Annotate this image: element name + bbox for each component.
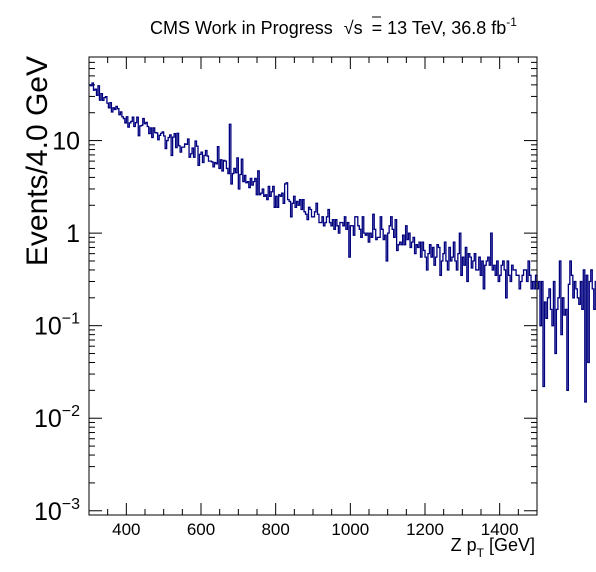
chart-title: CMS Work in Progress √s = 13 TeV, 36.8 f… xyxy=(150,15,517,38)
title-prefix: CMS Work in Progress xyxy=(150,18,333,38)
x-axis-label-unit: [GeV] xyxy=(484,535,535,555)
plot-frame xyxy=(88,56,538,516)
x-tick-label: 400 xyxy=(112,520,140,539)
x-axis-label: Z pT [GeV] xyxy=(451,535,535,560)
y-axis-label: Events/4.0 GeV xyxy=(21,56,54,266)
y-tick-label: 10−1 xyxy=(34,311,80,341)
x-tick-label: 600 xyxy=(187,520,215,539)
x-tick-labels: 400 600 800 1000 1200 1400 xyxy=(112,520,518,539)
y-tick-label: 10−2 xyxy=(34,403,80,433)
title-sqrt-arg: s xyxy=(354,18,363,38)
y-tick-label: 1 xyxy=(66,220,80,248)
y-tick-label: 10 xyxy=(52,128,80,156)
y-tick-label: 10−3 xyxy=(34,496,80,526)
title-sqrt-sign: √ xyxy=(344,18,354,38)
x-axis-label-main: Z p xyxy=(451,535,477,555)
axis-ticks xyxy=(88,56,538,516)
x-tick-label: 800 xyxy=(261,520,289,539)
histogram-line xyxy=(89,82,596,403)
y-tick-labels: 10 1 10−1 10−2 10−3 xyxy=(34,128,80,526)
x-tick-label: 1000 xyxy=(331,520,369,539)
title-mid: = 13 TeV, 36.8 fb xyxy=(372,18,507,38)
title-superscript: -1 xyxy=(506,15,517,29)
x-tick-label: 1400 xyxy=(481,520,519,539)
x-axis-label-sub: T xyxy=(477,546,485,560)
x-tick-label: 1200 xyxy=(406,520,444,539)
